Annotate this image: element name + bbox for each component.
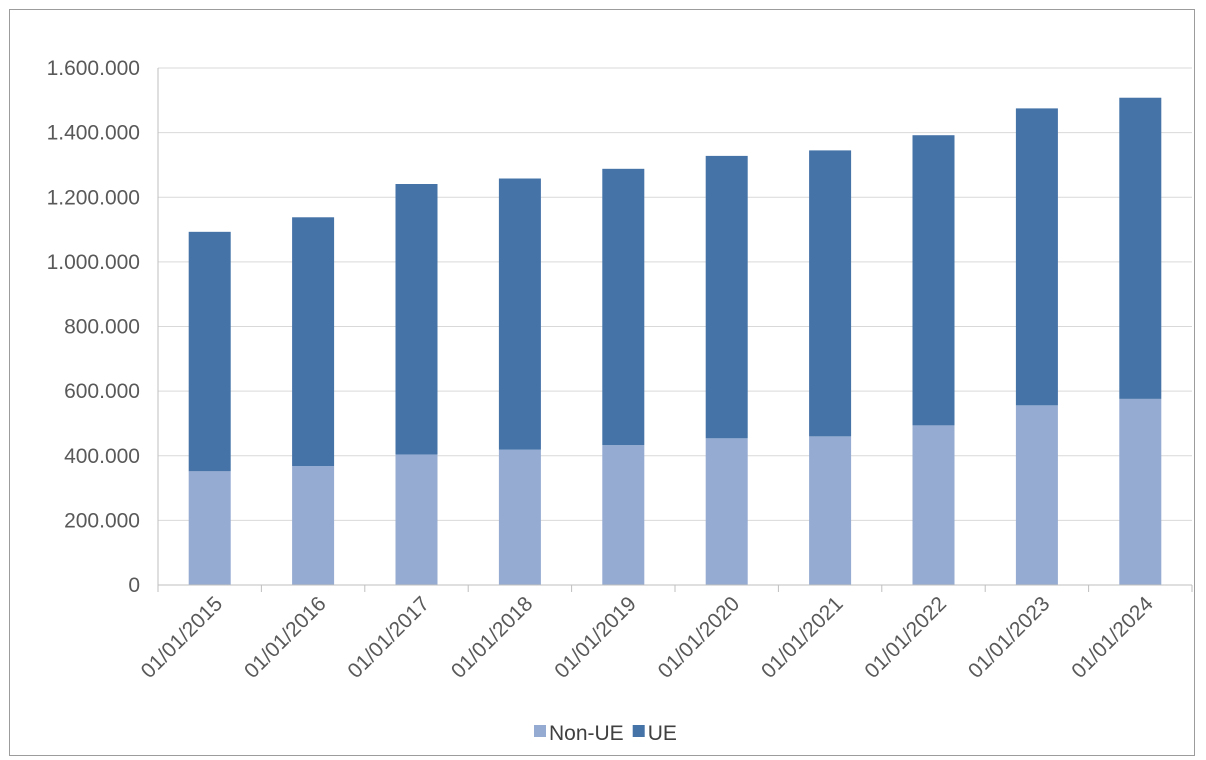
bar-ue: [809, 150, 852, 437]
x-tick-label: 01/01/2021: [757, 592, 848, 683]
x-tick-label: 01/01/2018: [447, 592, 538, 683]
x-tick-label: 01/01/2023: [964, 592, 1055, 683]
bar-non-ue: [395, 454, 438, 585]
bar-ue: [602, 168, 645, 446]
bar-non-ue: [498, 449, 541, 585]
y-tick-label: 600.000: [64, 380, 140, 403]
legend-swatch: [534, 725, 546, 737]
y-tick-label: 0: [128, 574, 140, 597]
bar-ue: [188, 231, 231, 472]
y-tick-label: 400.000: [64, 445, 140, 468]
bar-ue: [705, 155, 748, 439]
bar-ue: [1119, 97, 1162, 399]
legend-swatch: [632, 725, 645, 737]
bar-non-ue: [188, 471, 231, 585]
x-tick-label: 01/01/2016: [240, 592, 331, 683]
bar-non-ue: [602, 445, 645, 585]
y-tick-label: 1.000.000: [47, 251, 140, 274]
x-tick-label: 01/01/2019: [550, 592, 641, 683]
bar-ue: [498, 178, 541, 450]
y-tick-label: 1.200.000: [47, 186, 140, 209]
y-tick-label: 200.000: [64, 509, 140, 532]
legend-label: UE: [648, 722, 677, 745]
x-tick-label: 01/01/2015: [137, 592, 228, 683]
x-tick-label: 01/01/2017: [343, 592, 434, 683]
bar-non-ue: [1119, 398, 1162, 585]
y-tick-label: 1.600.000: [47, 57, 140, 80]
x-tick-label: 01/01/2024: [1067, 592, 1158, 683]
bar-ue: [912, 135, 955, 426]
y-tick-label: 800.000: [64, 316, 140, 339]
legend-label: Non-UE: [549, 722, 624, 745]
y-tick-label: 1.400.000: [47, 122, 140, 145]
bar-non-ue: [705, 438, 748, 585]
bar-ue: [292, 217, 335, 467]
bar-non-ue: [1015, 405, 1058, 585]
bar-ue: [395, 184, 438, 455]
bar-ue: [1015, 108, 1058, 406]
bar-non-ue: [912, 425, 955, 585]
x-tick-label: 01/01/2022: [860, 592, 951, 683]
x-tick-label: 01/01/2020: [654, 592, 745, 683]
bar-non-ue: [292, 466, 335, 585]
bar-non-ue: [809, 436, 852, 585]
